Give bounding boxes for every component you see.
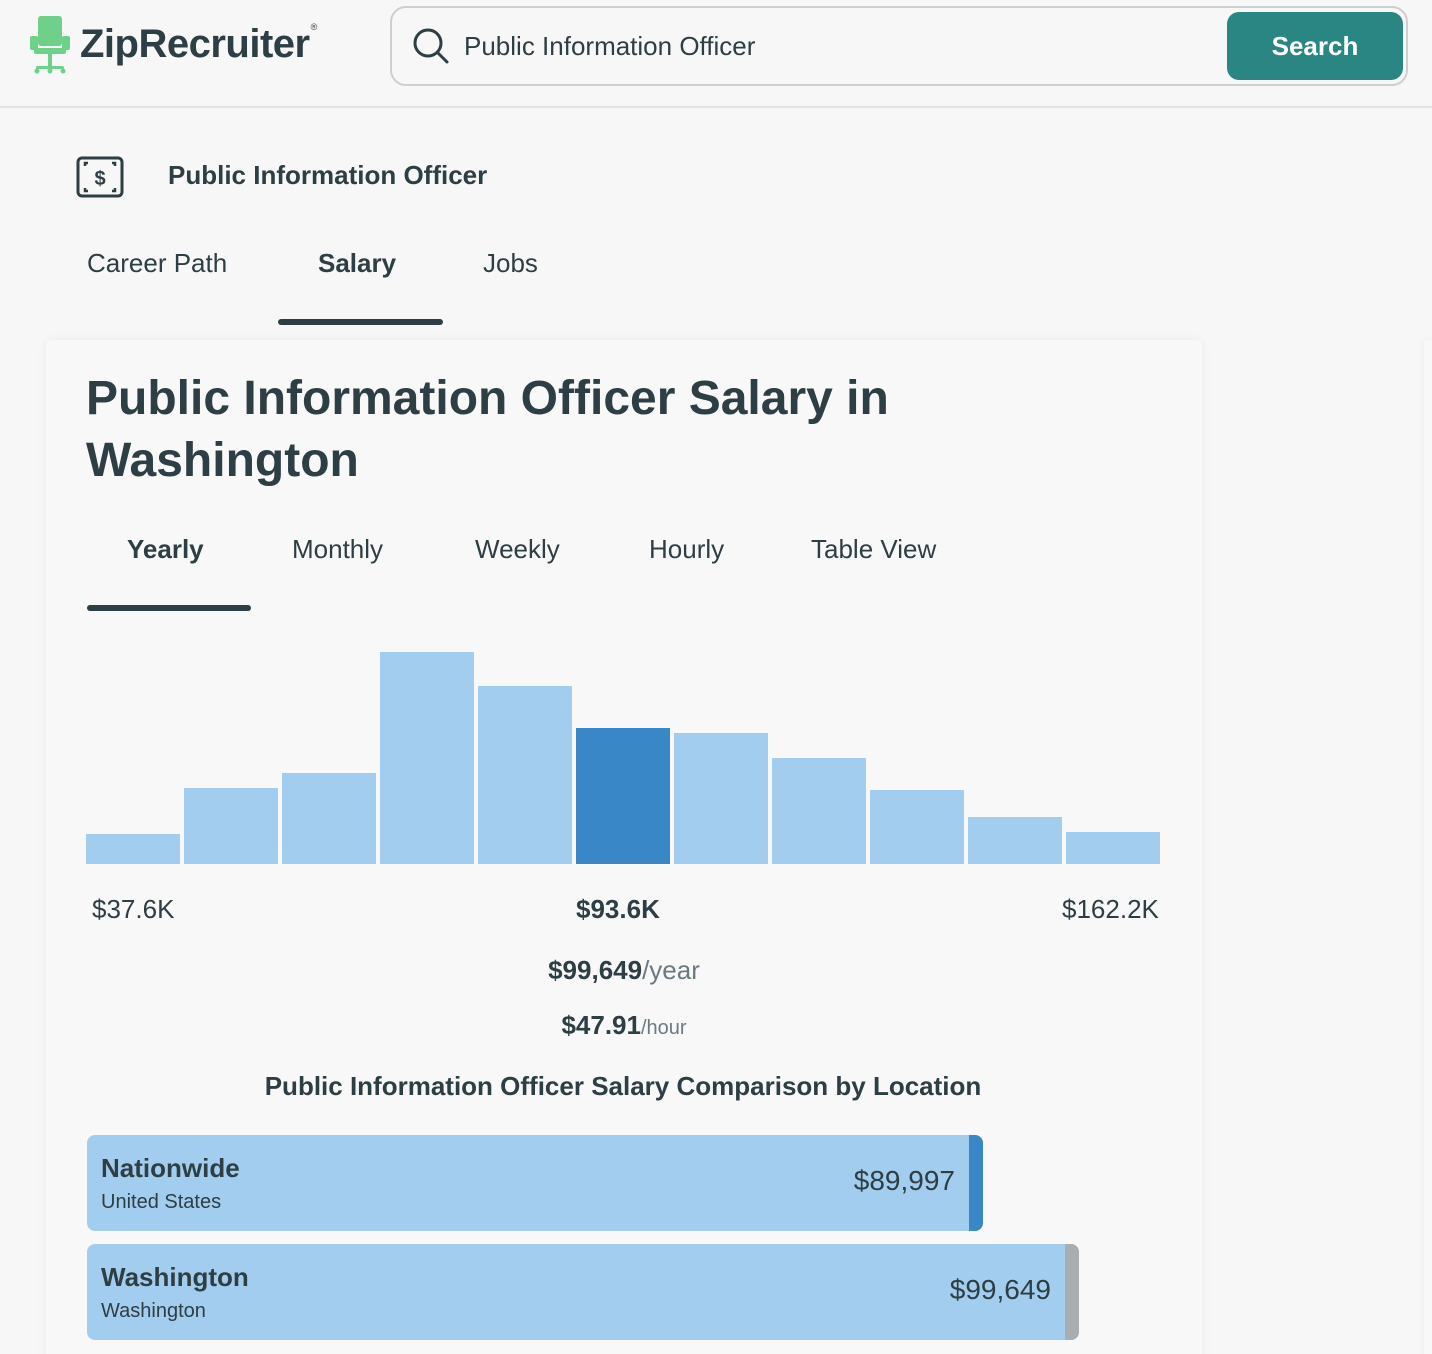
comparison-title: Public Information Officer Salary Compar… <box>264 1071 982 1101</box>
comparison-location-sub: United States <box>101 1191 222 1213</box>
search-bar: Search <box>390 6 1408 86</box>
yearly-salary-value: $99,649 <box>548 955 643 985</box>
search-button[interactable]: Search <box>1227 12 1403 80</box>
comparison-bar-end <box>1065 1244 1079 1340</box>
tab-monthly[interactable]: Monthly <box>292 534 384 564</box>
comparison-location-name: Washington <box>101 1262 249 1292</box>
comparison-bar-washington[interactable]: Washington Washington $99,649 <box>87 1244 1079 1340</box>
histogram-bar-3[interactable] <box>282 773 376 864</box>
tab-career-path[interactable]: Career Path <box>87 248 228 278</box>
histogram-min-label: $37.6K <box>92 894 175 924</box>
tab-table-view[interactable]: Table View <box>811 534 937 564</box>
logo-text: ZipRecruiter® <box>80 21 317 66</box>
histogram-bar-8[interactable] <box>772 758 866 864</box>
salary-histogram <box>86 640 1162 864</box>
histogram-bar-4[interactable] <box>380 652 474 864</box>
comparison-bar-nationwide[interactable]: Nationwide United States $89,997 <box>87 1135 983 1231</box>
chair-icon <box>30 16 70 74</box>
comparison-salary-value: $89,997 <box>853 1165 955 1196</box>
tab-weekly[interactable]: Weekly <box>475 534 560 564</box>
search-input[interactable] <box>464 26 1204 66</box>
side-panel-edge <box>1424 340 1432 1354</box>
histogram-bar-10[interactable] <box>968 817 1062 864</box>
active-tab-indicator <box>278 319 443 325</box>
histogram-bar-5[interactable] <box>478 686 572 864</box>
histogram-bar-7[interactable] <box>674 733 768 864</box>
svg-text:$: $ <box>94 168 105 190</box>
histogram-bar-9[interactable] <box>870 790 964 864</box>
histogram-bar-6[interactable] <box>576 728 670 864</box>
hourly-salary: $47.91/hour <box>0 1010 1248 1041</box>
histogram-bar-2[interactable] <box>184 788 278 864</box>
active-subtab-indicator <box>87 605 251 611</box>
histogram-bar-11[interactable] <box>1066 832 1160 864</box>
comparison-location-sub: Washington <box>101 1300 206 1322</box>
search-icon <box>413 28 449 64</box>
ziprecruiter-logo[interactable]: ZipRecruiter® <box>28 12 317 76</box>
comparison-bar-end <box>969 1135 983 1231</box>
histogram-median-label: $93.6K <box>576 894 660 924</box>
money-bill-icon: $ <box>76 156 124 198</box>
tab-hourly[interactable]: Hourly <box>649 534 725 564</box>
histogram-bar-1[interactable] <box>86 834 180 864</box>
comparison-location-name: Nationwide <box>101 1153 240 1183</box>
comparison-salary-value: $99,649 <box>949 1274 1051 1305</box>
yearly-salary-unit: /year <box>642 955 700 985</box>
site-header: ZipRecruiter® Search <box>0 0 1432 108</box>
yearly-salary: $99,649/year <box>0 955 1248 986</box>
hourly-salary-value: $47.91 <box>561 1010 641 1040</box>
job-title: Public Information Officer <box>168 160 488 190</box>
hourly-salary-unit: /hour <box>640 1017 687 1039</box>
tab-jobs[interactable]: Jobs <box>483 248 538 278</box>
tab-salary[interactable]: Salary <box>318 248 397 278</box>
page-title: Public Information Officer Salary in Was… <box>86 372 889 487</box>
tab-yearly[interactable]: Yearly <box>127 534 204 564</box>
histogram-max-label: $162.2K <box>1062 894 1159 924</box>
